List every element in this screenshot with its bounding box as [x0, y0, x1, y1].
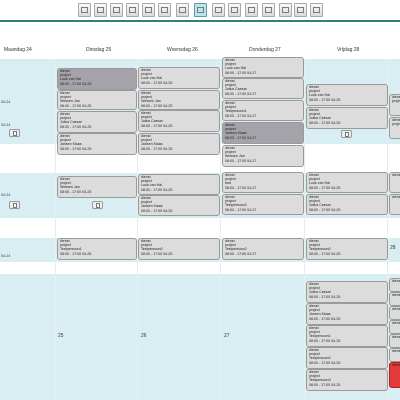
event-tile[interactable]: dienst project Wessen Jan 08:00 - 17:00 … [57, 176, 137, 198]
month-view-icon[interactable] [176, 3, 189, 17]
day-number: 27 [224, 333, 230, 339]
event-tile[interactable]: dienst project Jansen Klaas 08:00 - 17:0… [138, 133, 220, 155]
column-divider [137, 59, 138, 400]
event-tile[interactable]: dienst [389, 306, 400, 320]
event-tile[interactable]: dienst project Testpersoon3 08:00 - 17:0… [306, 369, 388, 391]
day-header: Vrijdag 28 [337, 47, 360, 53]
event-tile[interactable]: dienst project Luuk van Hal 08:00 - 17:0… [138, 174, 220, 195]
calendar-3day-icon[interactable] [110, 3, 123, 17]
table-view-icon[interactable] [212, 3, 225, 17]
add-note-icon[interactable] [9, 129, 20, 137]
add-note-icon[interactable] [92, 201, 103, 209]
time-fragment: 04-24 [1, 123, 11, 127]
event-tile[interactable]: dienst project Julius Caesar 08:00 - 17:… [306, 194, 388, 215]
event-tile[interactable]: dienst project Julius Caesar 08:00 - 17:… [306, 281, 388, 303]
add-note-icon[interactable] [9, 201, 20, 209]
event-tile[interactable]: dienst [389, 278, 400, 292]
day-number: 28 [390, 245, 396, 251]
row-band [0, 262, 400, 274]
print-icon[interactable] [228, 3, 241, 17]
day-header: Maandag 24 [4, 47, 32, 53]
calendar-day-icon[interactable] [94, 3, 107, 17]
event-tile[interactable]: dienst project Testpersoon1 08:00 - 17:0… [222, 100, 304, 121]
event-tile[interactable]: dienst project Wessen Jan 08:00 - 17:00 … [138, 90, 220, 110]
event-tile[interactable]: dienst [389, 320, 400, 334]
event-tile[interactable]: dienst project Luuk van Hal 08:00 - 17:0… [222, 57, 304, 78]
day-number: 25 [58, 333, 64, 339]
event-tile[interactable]: dienst project test 08:00 - 17:00 04-27 [222, 172, 304, 193]
event-tile[interactable]: dienst project Testpersoon2 08:00 - 17:0… [306, 347, 388, 369]
calendar-icon[interactable] [142, 3, 155, 17]
time-fragment: 04-24 [1, 100, 11, 104]
event-tile[interactable]: dienst [389, 172, 400, 193]
row-band [0, 218, 400, 238]
add-note-icon[interactable] [341, 130, 352, 138]
event-tile[interactable]: dienst project Julius Caesar 08:00 - 17:… [222, 78, 304, 99]
column-divider [387, 59, 388, 400]
event-tile[interactable]: dienst project Luuk van Hal 08:00 - 17:0… [306, 84, 388, 106]
event-tile[interactable]: dienst project Luuk van Hal 08:00 - 17:0… [138, 67, 220, 89]
event-tile[interactable]: dienst project Wessen Jan 08:00 - 17:00 … [57, 90, 137, 110]
event-tile[interactable]: dienst project Testpersoon2 08:00 - 17:0… [138, 238, 220, 260]
time-fragment: 04-24 [1, 254, 11, 258]
event-tile[interactable]: dienst project Julius Caesar 08:00 - 17:… [57, 111, 137, 133]
refresh-icon[interactable] [262, 3, 275, 17]
event-tile[interactable]: dienst project Jansen Klaas 08:00 - 17:0… [57, 133, 137, 155]
day-header: Donderdag 27 [249, 47, 281, 53]
event-tile[interactable]: dienst project Luuk van Hal 08:00 - 17:0… [57, 68, 137, 90]
calendar-week-icon[interactable] [126, 3, 139, 17]
list-view-icon[interactable] [194, 3, 207, 17]
event-tile-highlighted[interactable]: dienst [389, 362, 400, 388]
day-header: Woensdag 26 [167, 47, 198, 53]
edit-icon[interactable] [245, 3, 258, 17]
day-header-row: Maandag 24 Dinsdag 25 Woensdag 26 Donder… [0, 47, 400, 59]
home-icon[interactable] [78, 3, 91, 17]
event-tile[interactable]: dienst project [389, 117, 400, 139]
event-tile[interactable]: dienst [389, 334, 400, 348]
day-header: Dinsdag 25 [86, 47, 112, 53]
event-tile[interactable]: dienst project Testpersoon2 08:00 - 17:0… [306, 238, 388, 260]
event-tile[interactable]: dienst project Jansen Klaas 08:00 - 17:0… [306, 303, 388, 325]
calendar-grid-icon[interactable] [158, 3, 171, 17]
column-divider [55, 59, 56, 400]
settings2-icon[interactable] [294, 3, 307, 17]
event-tile[interactable]: dienst project [389, 94, 400, 116]
event-tile[interactable]: dienst [389, 348, 400, 362]
column-divider [220, 59, 221, 400]
settings-icon[interactable] [279, 3, 292, 17]
time-fragment: 04-24 [1, 193, 11, 197]
event-tile[interactable]: dienst project Testpersoon1 08:00 - 17:0… [57, 238, 137, 260]
event-tile[interactable]: dienst project Wessen Jan 08:00 - 17:00 … [222, 145, 304, 167]
event-tile[interactable]: dienst project Testpersoon3 08:00 - 17:0… [222, 194, 304, 215]
day-number: 26 [141, 333, 147, 339]
event-tile[interactable]: dienst [389, 194, 400, 215]
event-tile[interactable]: dienst project Julius Caesar 08:00 - 17:… [306, 107, 388, 129]
more-icon[interactable] [310, 3, 323, 17]
event-tile[interactable]: dienst project Luuk van Hal 08:00 - 17:0… [306, 172, 388, 193]
event-tile[interactable]: dienst project Julius Caesar 08:00 - 17:… [138, 110, 220, 132]
event-tile[interactable]: dienst [389, 292, 400, 306]
event-tile[interactable]: dienst project Testpersoon2 08:00 - 17:0… [222, 238, 304, 260]
event-tile[interactable]: dienst project Testpersoon1 08:00 - 17:0… [306, 325, 388, 347]
view-toolbar [0, 0, 400, 22]
event-tile[interactable]: dienst project Jansen Klaas 08:00 - 17:0… [222, 122, 304, 144]
event-tile[interactable]: dienst project Jansen Klaas 08:00 - 17:0… [138, 195, 220, 216]
column-divider [304, 59, 305, 400]
